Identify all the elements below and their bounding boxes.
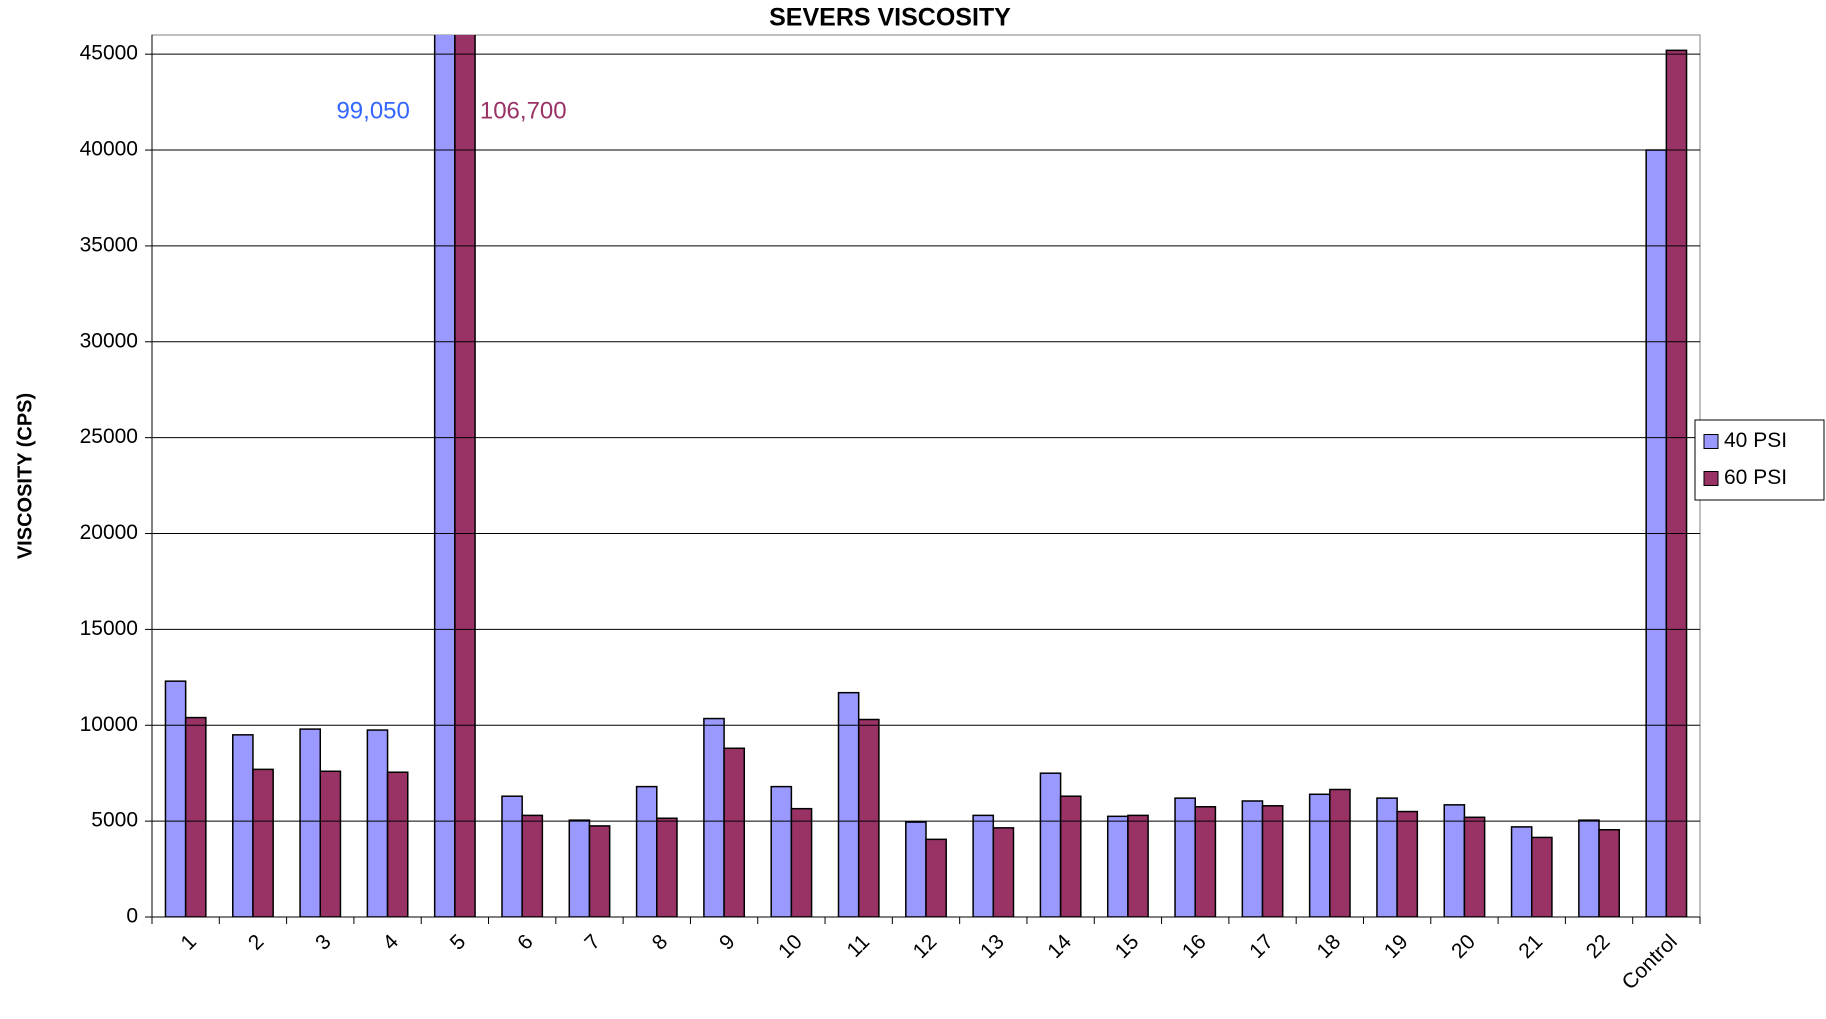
bar (1194, 806, 1217, 917)
legend-swatch (1703, 434, 1719, 449)
bar (366, 729, 389, 917)
bar (184, 716, 207, 917)
x-tick-label: 20 (1447, 930, 1480, 963)
x-tick-label: 7 (580, 930, 605, 955)
bar (1665, 49, 1688, 917)
y-tick-label: 5000 (91, 809, 138, 832)
bar (857, 718, 880, 917)
bar (386, 771, 409, 917)
bar (1329, 788, 1351, 917)
x-tick-label: 6 (513, 930, 538, 955)
x-tick-label: 1 (177, 930, 202, 955)
x-tick-label: 15 (1111, 930, 1144, 963)
chart-title: SEVERS VISCOSITY (769, 4, 1011, 32)
value-label: 106,700 (480, 97, 567, 124)
x-tick-label: 14 (1043, 930, 1076, 963)
bar (588, 825, 611, 917)
y-tick-label: 30000 (80, 329, 138, 352)
y-axis-title: VISCOSITY (CPS) (14, 393, 36, 559)
y-tick-label: 15000 (80, 617, 138, 640)
y-tick-label: 25000 (80, 425, 138, 448)
bar (1261, 805, 1284, 917)
legend-label: 40 PSI (1724, 429, 1787, 452)
bar (1127, 814, 1149, 917)
value-label: 99,050 (336, 97, 409, 124)
bar (837, 691, 860, 917)
x-tick-label: 18 (1313, 930, 1346, 963)
bar (972, 814, 995, 917)
bar (656, 817, 678, 917)
bar (1578, 819, 1600, 917)
bar (521, 814, 544, 917)
bar (770, 785, 793, 917)
x-tick-label: 19 (1380, 930, 1413, 963)
bar (1308, 793, 1331, 917)
bar (1241, 800, 1264, 917)
bars (164, 35, 1688, 917)
bar (1530, 836, 1553, 917)
bar (635, 785, 658, 917)
x-tick-label: 8 (648, 930, 673, 955)
bar (1443, 804, 1466, 917)
y-tick-label: 20000 (80, 521, 138, 544)
bar (232, 734, 254, 917)
bar (905, 821, 927, 917)
x-tick-label: 21 (1514, 930, 1547, 963)
bar (1039, 772, 1062, 917)
y-tick-label: 45000 (80, 42, 138, 65)
bar (1396, 810, 1419, 917)
legend-swatch (1703, 471, 1719, 486)
bar (1059, 795, 1082, 917)
x-tick-label: 13 (976, 930, 1009, 963)
y-tick-label: 0 (126, 905, 138, 928)
bar (454, 35, 476, 917)
bar (299, 728, 322, 917)
x-tick-label: 22 (1582, 930, 1615, 963)
x-tick-label: 10 (774, 930, 807, 963)
bar (1376, 797, 1398, 917)
bar (723, 747, 746, 917)
y-tick-label: 10000 (80, 713, 138, 736)
bar (433, 35, 456, 917)
bar (252, 768, 274, 917)
bar (703, 717, 725, 917)
x-tick-label: 11 (842, 930, 874, 962)
bar (1174, 797, 1196, 917)
x-tick-label: 4 (378, 930, 403, 955)
x-tick-label: Control (1618, 930, 1682, 994)
bar (1106, 815, 1129, 917)
x-tick-label: 2 (244, 930, 269, 955)
x-tick-label: 9 (715, 930, 740, 955)
x-tick-label: 17 (1245, 930, 1278, 963)
bar (1598, 829, 1620, 917)
bar (992, 827, 1015, 917)
x-tick-label: 12 (909, 930, 942, 963)
bar (319, 770, 342, 917)
bar (925, 838, 947, 917)
x-tick-label: 5 (446, 930, 471, 955)
bar (568, 819, 591, 917)
bar (790, 807, 813, 917)
legend-box (1694, 419, 1825, 501)
y-tick-label: 40000 (80, 138, 138, 161)
bar (164, 680, 187, 917)
x-tick-label: 16 (1178, 930, 1211, 963)
bar (1463, 816, 1486, 917)
x-tick-label: 3 (311, 930, 336, 955)
bar (1510, 826, 1533, 917)
plot-area (151, 34, 1701, 918)
bar (501, 795, 523, 917)
legend-label: 60 PSI (1724, 466, 1787, 489)
y-tick-label: 35000 (80, 233, 138, 256)
